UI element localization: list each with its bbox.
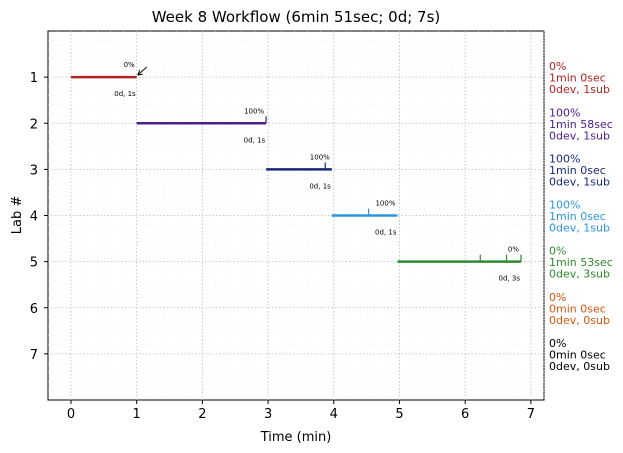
percent-label: 0% — [508, 246, 519, 254]
right-devsub-label: 0dev, 1sub — [549, 175, 610, 188]
x-tick-label: 6 — [461, 407, 469, 422]
percent-label: 0% — [124, 61, 135, 69]
y-axis-label: Lab # — [10, 196, 25, 235]
duration-note: 0d, 1s — [375, 229, 397, 237]
right-time-label: 1min 0sec — [549, 210, 606, 223]
y-tick-label: 1 — [30, 71, 38, 86]
percent-label: 100% — [375, 200, 395, 208]
x-tick-label: 4 — [330, 407, 338, 422]
bars: 0% 0d, 1s 100% 0d, 1s 100% 0d, 1s 100% 0d, 1s 0%… — [70, 61, 522, 283]
right-devsub-label: 0dev, 1sub — [549, 222, 610, 235]
y-tick-label: 6 — [30, 302, 38, 317]
y-tick-label: 4 — [30, 210, 38, 225]
right-percent-label: 0% — [549, 245, 566, 258]
duration-note: 0d, 3s — [499, 275, 521, 283]
x-axis-label: Time (min) — [260, 430, 332, 445]
right-time-label: 1min 53sec — [549, 256, 613, 269]
arrow-head — [137, 69, 143, 76]
duration-note: 0d, 1s — [114, 90, 136, 98]
x-tick-label: 2 — [198, 407, 206, 422]
x-tick-label: 5 — [395, 407, 403, 422]
duration-note: 0d, 1s — [309, 182, 331, 190]
right-percent-label: 0% — [549, 60, 566, 73]
x-tick-label: 7 — [527, 407, 535, 422]
percent-label: 100% — [310, 153, 330, 161]
right-time-label: 0min 0sec — [549, 348, 606, 361]
right-time-label: 1min 58sec — [549, 118, 613, 131]
y-tick-label: 2 — [30, 117, 38, 132]
right-devsub-label: 0dev, 0sub — [549, 360, 610, 373]
right-devsub-label: 0dev, 1sub — [549, 129, 610, 142]
right-percent-label: 0% — [549, 291, 566, 304]
grid — [48, 31, 545, 400]
axis-ticks: 0 1 2 3 4 5 6 7 1 2 3 4 5 6 7 — [30, 71, 535, 422]
y-tick-label: 5 — [30, 256, 38, 271]
right-devsub-label: 0dev, 3sub — [549, 268, 610, 281]
right-devsub-label: 0dev, 0sub — [549, 314, 610, 327]
x-tick-label: 1 — [133, 407, 141, 422]
right-percent-label: 100% — [549, 199, 580, 212]
y-tick-label: 7 — [30, 348, 38, 363]
x-tick-label: 3 — [264, 407, 272, 422]
duration-note: 0d, 1s — [244, 136, 266, 144]
right-percent-label: 100% — [549, 152, 580, 165]
right-devsub-label: 0dev, 1sub — [549, 83, 610, 96]
right-percent-label: 100% — [549, 106, 580, 119]
right-time-label: 1min 0sec — [549, 72, 606, 85]
right-percent-label: 0% — [549, 337, 566, 350]
right-time-label: 0min 0sec — [549, 302, 606, 315]
y-tick-label: 3 — [30, 163, 38, 178]
chart-title: Week 8 Workflow (6min 51sec; 0d; 7s) — [152, 8, 441, 26]
right-time-label: 1min 0sec — [549, 164, 606, 177]
percent-label: 100% — [244, 107, 264, 115]
arrow-shaft — [138, 66, 148, 75]
x-tick-label: 0 — [67, 407, 75, 422]
